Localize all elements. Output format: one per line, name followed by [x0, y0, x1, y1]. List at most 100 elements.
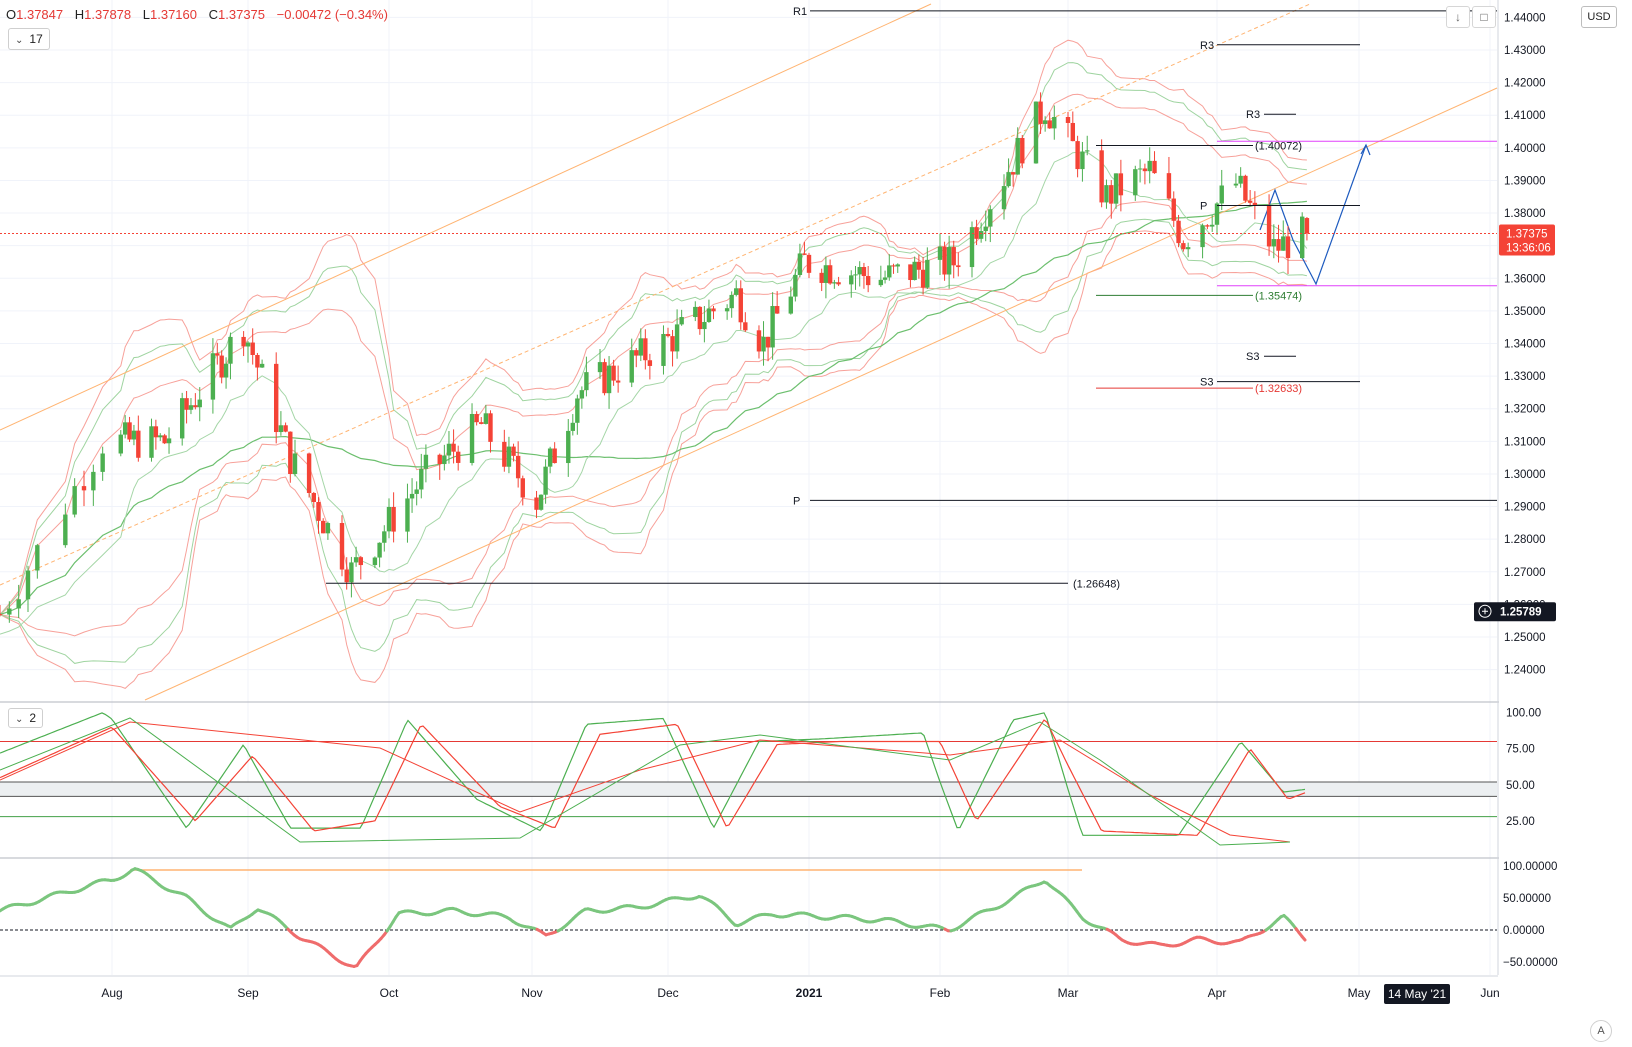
- candle: [1300, 212, 1305, 259]
- candle: [162, 433, 167, 445]
- candle: [1281, 220, 1286, 251]
- candle: [566, 419, 571, 477]
- price-tick-label: 1.39000: [1504, 175, 1546, 187]
- candle: [100, 446, 105, 481]
- candle: [91, 464, 96, 506]
- current-price-badge: 1.37375 13:36:06: [1499, 224, 1555, 256]
- candle: [1006, 158, 1011, 188]
- indicator-count: 2: [29, 711, 37, 725]
- candle: [827, 259, 833, 285]
- candle: [895, 263, 900, 273]
- stoch-tick-label: 75.00: [1506, 744, 1535, 756]
- candle: [215, 342, 220, 365]
- indicators-toggle-main[interactable]: ⌄ 17: [8, 28, 50, 50]
- maximize-button[interactable]: □: [1472, 6, 1496, 28]
- crosshair-date-badge: 14 May '21: [1384, 984, 1450, 1004]
- candle: [136, 415, 141, 462]
- candle: [1205, 224, 1210, 230]
- candle: [188, 398, 194, 415]
- candle: [1033, 101, 1039, 164]
- arrow-down-icon: ↓: [1455, 10, 1461, 24]
- key-level-label: (1.26648): [1073, 578, 1120, 590]
- candle: [184, 391, 189, 424]
- candle: [575, 394, 580, 435]
- candle: [358, 555, 363, 580]
- candlestick-series[interactable]: [0, 92, 1497, 623]
- candle: [946, 235, 952, 289]
- key-level-label: (1.40072): [1255, 140, 1302, 152]
- short-moving-average: [0, 151, 1308, 635]
- candle: [1047, 112, 1052, 129]
- ohlc-change: −0.00472 (−0.34%): [276, 7, 388, 22]
- candle: [372, 556, 378, 569]
- candle: [386, 498, 392, 539]
- candle: [552, 442, 557, 464]
- candle: [570, 414, 575, 436]
- projection-arrow: [1360, 143, 1371, 156]
- time-tick-label: Aug: [101, 986, 122, 1000]
- candle: [316, 497, 321, 534]
- price-tick-label: 1.25000: [1504, 632, 1546, 644]
- bollinger-red-outer-lower: [0, 230, 1308, 689]
- candle: [538, 494, 544, 511]
- candle: [321, 518, 326, 534]
- candle: [377, 542, 382, 568]
- candle: [1219, 169, 1224, 211]
- candle: [1113, 173, 1119, 209]
- candle: [193, 393, 198, 410]
- candle: [1001, 174, 1007, 220]
- candle: [1152, 151, 1157, 174]
- candle: [853, 265, 858, 290]
- price-badge-countdown: 13:36:06: [1506, 242, 1551, 254]
- price-tick-label: 1.31000: [1504, 436, 1546, 448]
- price-tick-label: 1.24000: [1504, 665, 1546, 677]
- price-tick-label: 1.27000: [1504, 567, 1546, 579]
- time-tick-label: Feb: [930, 986, 951, 1000]
- candle: [1085, 135, 1090, 156]
- time-tick-label: Sep: [237, 986, 259, 1000]
- bollinger-green-upper: [0, 62, 1307, 615]
- candle: [0, 605, 3, 617]
- candle: [423, 444, 429, 483]
- candle: [978, 222, 984, 243]
- candle: [511, 443, 516, 462]
- price-tick-label: 1.33000: [1504, 371, 1546, 383]
- candle: [158, 433, 163, 441]
- candle: [611, 359, 616, 386]
- grid-lines: [0, 0, 1632, 977]
- currency-button[interactable]: USD: [1581, 6, 1617, 28]
- scroll-down-button[interactable]: ↓: [1446, 6, 1470, 28]
- ohlc-high: 1.37878: [84, 7, 132, 22]
- candle: [693, 301, 698, 322]
- stoch-tick-label: 100.00: [1506, 708, 1541, 720]
- osc-tick-label: 0.00000: [1503, 925, 1545, 937]
- candle: [259, 359, 265, 368]
- pivot-label: R3: [1246, 109, 1260, 121]
- osc-tick-label: 50.00000: [1503, 893, 1551, 905]
- candle: [665, 327, 671, 338]
- auto-scale-button[interactable]: A: [1590, 1020, 1612, 1042]
- candle: [647, 353, 653, 380]
- candle: [638, 328, 643, 362]
- time-tick-label: 2021: [796, 986, 823, 1000]
- stoch-slow-green: [0, 717, 1291, 846]
- candle: [515, 441, 521, 488]
- candle: [479, 417, 484, 425]
- candle: [520, 475, 525, 506]
- stoch-neutral-band: [0, 781, 1497, 797]
- candle: [1185, 242, 1191, 258]
- candle: [734, 280, 739, 297]
- candle: [1271, 224, 1276, 259]
- candle: [391, 492, 396, 543]
- candle: [661, 325, 666, 375]
- candle: [788, 286, 794, 315]
- chevron-down-icon: ⌄: [15, 714, 24, 725]
- candle: [16, 584, 21, 619]
- candle: [743, 312, 748, 332]
- price-tick-label: 1.41000: [1504, 110, 1546, 122]
- indicators-toggle-stoch[interactable]: ⌄ 2: [8, 708, 44, 728]
- candle: [35, 543, 40, 579]
- candle: [706, 299, 712, 323]
- price-tick-label: 1.30000: [1504, 469, 1546, 481]
